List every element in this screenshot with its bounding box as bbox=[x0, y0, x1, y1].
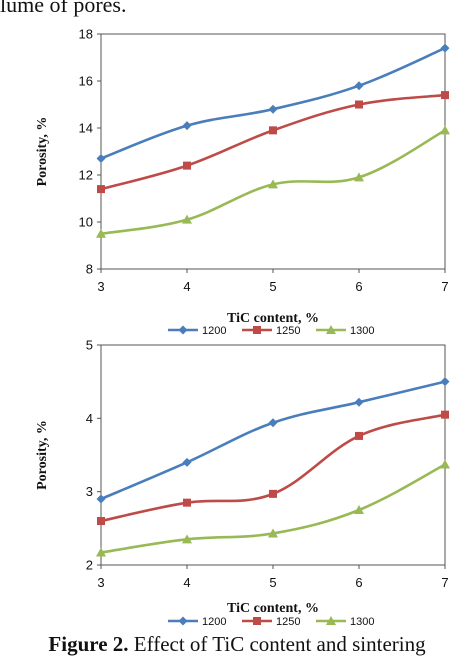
y-tick-label: 8 bbox=[86, 262, 93, 277]
data-point-1200 bbox=[182, 457, 192, 467]
legend-label-1250: 1250 bbox=[276, 325, 300, 337]
legend-marker-1200 bbox=[178, 325, 188, 335]
data-point-1250 bbox=[441, 410, 449, 419]
data-point-1200 bbox=[268, 418, 278, 428]
data-point-1200 bbox=[354, 81, 364, 91]
x-tick-label: 5 bbox=[269, 575, 276, 590]
x-tick-label: 3 bbox=[97, 279, 104, 294]
legend-marker-1250 bbox=[253, 326, 261, 334]
data-point-1300 bbox=[268, 179, 278, 189]
series-line-1200 bbox=[100, 380, 446, 501]
y-tick-label: 2 bbox=[86, 558, 93, 573]
data-point-1200 bbox=[354, 397, 364, 407]
data-point-1200 bbox=[440, 43, 450, 53]
data-point-1300 bbox=[96, 228, 106, 238]
y-tick-label: 5 bbox=[86, 338, 93, 353]
data-point-1300 bbox=[440, 459, 450, 469]
y-tick-label: 18 bbox=[79, 27, 93, 42]
figure-label: Figure 2. bbox=[48, 632, 129, 656]
y-axis-title: Porosity, % bbox=[35, 117, 50, 187]
data-point-1250 bbox=[269, 489, 277, 498]
data-point-1300 bbox=[354, 172, 364, 182]
legend-marker-1300 bbox=[326, 325, 336, 334]
data-point-1300 bbox=[182, 534, 192, 544]
x-tick-label: 6 bbox=[355, 279, 362, 294]
legend-label-1200: 1200 bbox=[202, 325, 226, 337]
y-tick-label: 4 bbox=[86, 411, 93, 426]
data-point-1250 bbox=[269, 126, 277, 135]
data-point-1200 bbox=[440, 377, 450, 387]
figure-caption: Figure 2. Effect of TiC content and sint… bbox=[0, 630, 474, 658]
porosity-chart-top: 8 10 12 14 16 18 3 4 5 6 7 TiC content, % Porosity, … bbox=[35, 27, 450, 337]
data-point-1300 bbox=[182, 214, 192, 224]
legend-label-1300: 1300 bbox=[350, 325, 374, 337]
data-point-1250 bbox=[97, 185, 105, 194]
x-tick-label: 5 bbox=[269, 279, 276, 294]
y-axis-title: Porosity, % bbox=[35, 420, 50, 490]
x-tick-label: 4 bbox=[183, 575, 190, 590]
x-tick-label: 3 bbox=[97, 575, 104, 590]
legend-marker-1250 bbox=[253, 617, 261, 625]
data-point-1200 bbox=[96, 494, 106, 504]
data-point-1250 bbox=[441, 91, 449, 100]
data-point-1250 bbox=[97, 517, 105, 525]
data-point-1200 bbox=[268, 104, 278, 114]
caption-text: Effect of TiC content and sintering bbox=[128, 632, 426, 656]
x-tick-label: 4 bbox=[183, 279, 190, 294]
data-point-1250 bbox=[355, 100, 363, 109]
y-tick-label: 10 bbox=[79, 215, 93, 230]
header-text-fragment: lume of pores. bbox=[0, 0, 127, 17]
data-point-1250 bbox=[355, 431, 363, 440]
data-point-1250 bbox=[183, 161, 191, 170]
y-tick-label: 12 bbox=[79, 168, 93, 183]
x-tick-label: 6 bbox=[355, 575, 362, 590]
x-tick-label: 7 bbox=[441, 279, 448, 294]
data-point-1200 bbox=[96, 154, 106, 164]
data-point-1300 bbox=[96, 547, 106, 557]
x-tick-label: 7 bbox=[441, 575, 448, 590]
legend-label-1300: 1300 bbox=[350, 616, 374, 628]
series-line-1250 bbox=[100, 413, 446, 523]
data-point-1250 bbox=[183, 498, 191, 507]
legend-marker-1200 bbox=[178, 616, 188, 626]
legend-label-1250: 1250 bbox=[276, 616, 300, 628]
legend-label-1200: 1200 bbox=[202, 616, 226, 628]
data-point-1300 bbox=[354, 505, 364, 514]
data-point-1200 bbox=[182, 121, 192, 131]
y-tick-label: 14 bbox=[79, 121, 93, 136]
data-point-1300 bbox=[440, 125, 450, 135]
data-point-1300 bbox=[268, 528, 278, 538]
y-tick-label: 16 bbox=[79, 74, 93, 89]
x-axis-title: TiC content, % bbox=[227, 601, 319, 616]
x-axis-title: TiC content, % bbox=[227, 311, 319, 326]
legend-marker-1300 bbox=[326, 616, 336, 625]
y-tick-label: 3 bbox=[86, 484, 93, 499]
